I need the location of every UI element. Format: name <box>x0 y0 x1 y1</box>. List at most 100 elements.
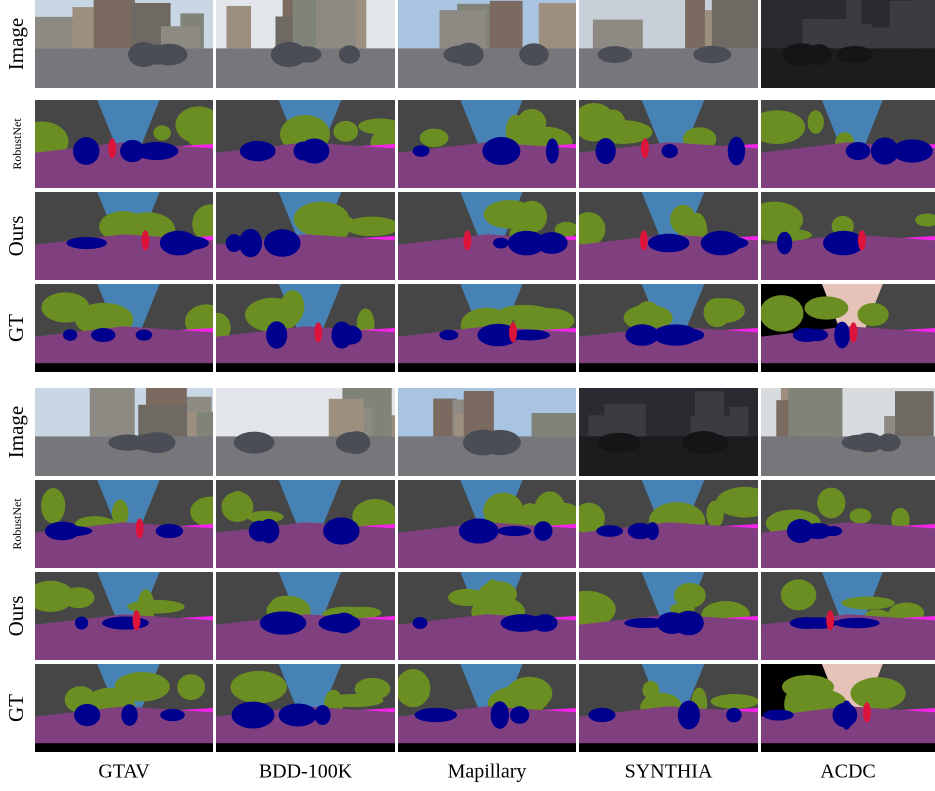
seg-person <box>314 322 322 342</box>
seg-car <box>331 613 356 634</box>
row-label: Image <box>4 18 28 70</box>
column-label: SYNTHIA <box>625 761 713 783</box>
image-car <box>234 432 275 454</box>
seg-car <box>823 526 842 536</box>
seg-ego <box>579 743 758 752</box>
seg-ego <box>216 743 395 752</box>
seg-vegetation <box>808 110 824 134</box>
image-building <box>712 0 758 48</box>
seg-car <box>705 236 748 250</box>
figure-cell <box>398 388 576 476</box>
figure-cell <box>579 284 758 372</box>
figure-cell <box>35 284 228 372</box>
seg-car <box>846 142 871 160</box>
figure-cell <box>398 100 576 188</box>
seg-vegetation <box>781 579 817 610</box>
seg-car <box>160 709 185 721</box>
seg-car <box>624 618 667 628</box>
image-building <box>464 391 494 436</box>
image-building <box>593 20 643 49</box>
seg-person <box>641 138 649 158</box>
seg-person <box>640 230 648 250</box>
image-car <box>782 43 820 65</box>
seg-vegetation <box>674 583 706 608</box>
seg-vegetation <box>420 129 449 148</box>
seg-car <box>662 144 678 158</box>
seg-vegetation <box>221 492 253 522</box>
image-building <box>788 376 836 436</box>
seg-car <box>439 330 458 340</box>
image-road <box>398 48 576 88</box>
seg-car <box>596 525 623 537</box>
seg-car <box>493 238 509 249</box>
figure-cell <box>749 100 935 188</box>
seg-vegetation <box>177 674 205 700</box>
seg-vegetation <box>333 121 358 142</box>
image-car <box>271 42 307 67</box>
image-building <box>197 412 213 436</box>
figure-cell <box>579 0 758 88</box>
figure-cell <box>761 376 935 476</box>
seg-ego <box>35 743 213 752</box>
seg-car <box>169 236 209 250</box>
seg-car <box>73 137 100 165</box>
seg-vegetation <box>711 694 760 709</box>
image-building <box>293 0 318 48</box>
figure-cell <box>573 480 774 568</box>
seg-car <box>726 708 742 723</box>
image-car <box>854 433 884 453</box>
seg-vegetation <box>294 202 350 237</box>
seg-car <box>508 231 545 256</box>
image-car <box>519 43 549 65</box>
figure-cell <box>398 192 578 280</box>
figure-cell <box>216 192 399 280</box>
seg-car <box>415 708 458 722</box>
seg-car <box>156 524 184 538</box>
seg-car <box>534 521 553 541</box>
seg-vegetation <box>850 508 872 523</box>
image-building <box>440 10 487 48</box>
image-building <box>872 28 919 49</box>
seg-car <box>674 611 704 636</box>
image-building <box>90 380 135 436</box>
figure-cell <box>216 0 395 88</box>
column-label: GTAV <box>98 761 150 783</box>
figure-cell <box>35 0 213 88</box>
seg-car <box>596 138 616 164</box>
seg-car <box>323 517 360 544</box>
seg-car <box>834 618 879 628</box>
seg-car <box>249 521 271 542</box>
seg-car <box>74 704 100 726</box>
seg-vegetation <box>774 297 792 322</box>
seg-car <box>625 324 659 345</box>
seg-car <box>63 329 77 341</box>
seg-person <box>136 518 144 538</box>
figure-cell <box>35 664 213 752</box>
seg-car <box>546 138 559 163</box>
figure-cell <box>557 572 758 660</box>
seg-car <box>648 234 690 252</box>
image-car <box>151 44 188 66</box>
figure-cell <box>26 572 213 660</box>
seg-car <box>136 330 153 341</box>
image-building <box>539 3 576 48</box>
column-label: ACDC <box>820 761 876 783</box>
seg-car <box>482 137 520 165</box>
figure-cell <box>761 0 935 88</box>
seg-car <box>413 617 428 629</box>
figure-cell <box>35 480 230 568</box>
seg-car <box>278 704 317 727</box>
seg-car <box>413 145 430 157</box>
figure-cell <box>35 380 213 476</box>
column-label: Mapillary <box>448 761 527 783</box>
seg-vegetation <box>841 597 894 610</box>
seg-car <box>793 328 821 342</box>
seg-vegetation <box>199 211 218 233</box>
seg-person <box>108 138 116 158</box>
seg-car <box>892 139 933 162</box>
seg-car <box>532 614 557 631</box>
seg-person <box>141 230 149 250</box>
seg-vegetation <box>41 292 89 322</box>
seg-car <box>497 526 531 536</box>
row-label: Image <box>4 406 28 458</box>
